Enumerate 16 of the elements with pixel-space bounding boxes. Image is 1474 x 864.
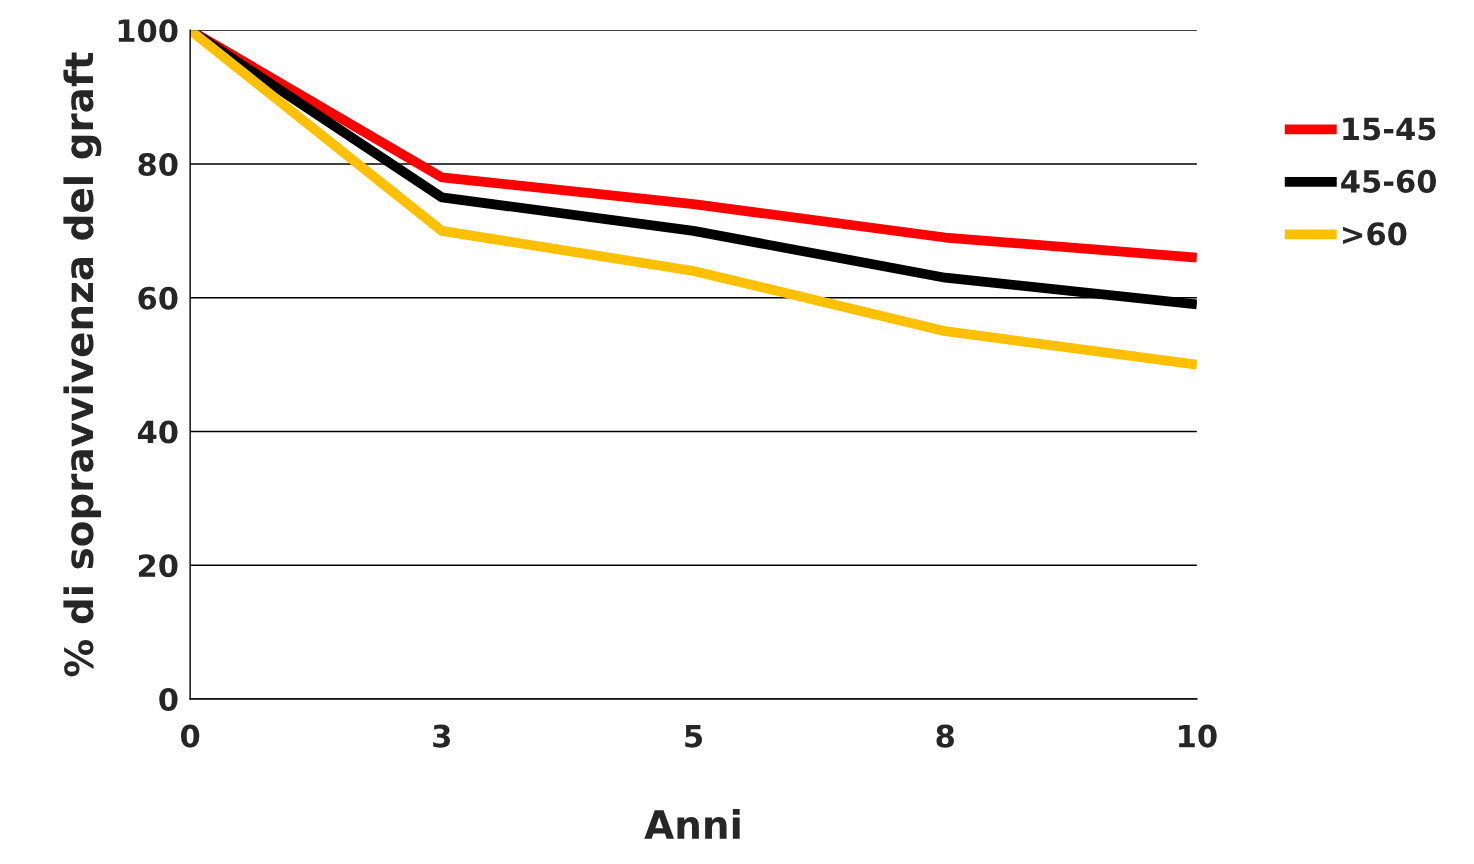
x-tick-label: 5: [685, 724, 703, 748]
y-tick-label: 0: [159, 687, 178, 712]
x-tick-label: 8: [936, 724, 954, 748]
x-tick-label: 0: [180, 724, 200, 748]
y-tick-label: 80: [138, 152, 178, 177]
y-tick-label: 40: [137, 420, 178, 444]
x-axis-title: Anni: [644, 809, 740, 839]
y-tick-label: 100: [118, 19, 178, 43]
x-tick-label: 10: [1179, 724, 1217, 748]
legend-label: 15-45: [1343, 117, 1436, 141]
y-tick-label: 20: [138, 554, 178, 578]
y-tick-label: 60: [138, 286, 178, 310]
legend-label: 45-60: [1341, 169, 1437, 193]
y-axis-title: % di sopravvivenza del graft: [63, 52, 102, 677]
x-tick-label: 3: [433, 724, 451, 748]
legend-label: >60: [1343, 222, 1407, 246]
